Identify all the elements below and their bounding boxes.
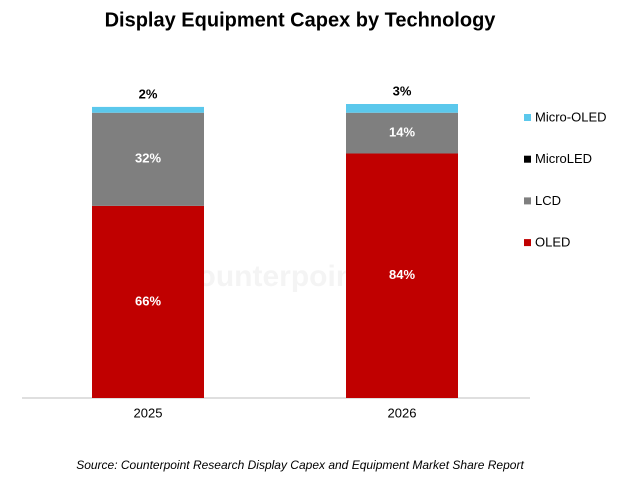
- bar-segment: [346, 104, 458, 113]
- data-label: 14%: [389, 125, 415, 140]
- x-tick-label: 2025: [134, 405, 163, 420]
- legend-label: LCD: [535, 193, 561, 208]
- legend-label: Micro-OLED: [535, 109, 607, 124]
- bar-segment: [92, 112, 204, 206]
- legend-swatch: [524, 114, 531, 121]
- source: Source: Counterpoint Research Display Ca…: [76, 458, 524, 472]
- watermark: Counterpoint: [176, 260, 364, 293]
- bar-segment: [346, 112, 458, 154]
- bar-segment: [92, 205, 204, 398]
- data-label: 3%: [393, 83, 412, 98]
- x-tick-label: 2026: [388, 405, 417, 420]
- legend-swatch: [524, 197, 531, 205]
- data-label: 84%: [389, 267, 415, 282]
- legend-swatch: [524, 239, 531, 247]
- legend-label: OLED: [535, 235, 570, 250]
- data-label: 66%: [135, 293, 161, 308]
- legend-label: MicroLED: [535, 151, 592, 166]
- bar-segment: [346, 153, 458, 398]
- data-label: 2%: [139, 86, 158, 101]
- chart-title: Display Equipment Capex by Technology: [105, 9, 497, 31]
- legend-swatch: [524, 155, 531, 163]
- bar-segment: [92, 106, 204, 113]
- data-label: 32%: [135, 151, 161, 166]
